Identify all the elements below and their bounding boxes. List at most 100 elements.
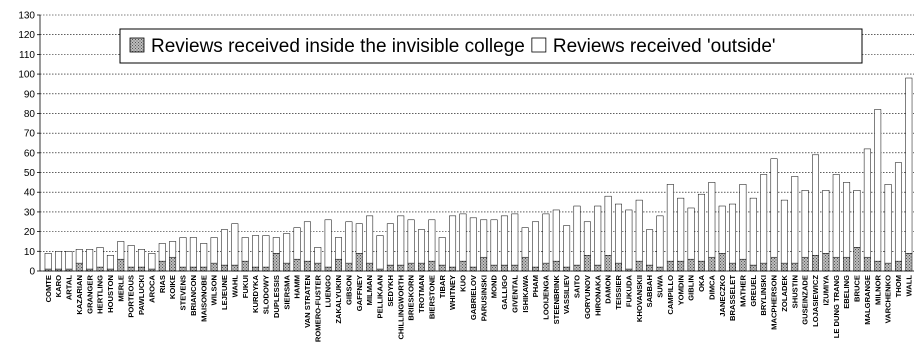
x-category-label: BRIANCON [189, 275, 198, 316]
x-category-label: MERLE [116, 275, 125, 302]
bar-outside [117, 241, 125, 260]
x-category-label: ISHIKAWA [521, 274, 530, 312]
x-category-label: WILSON [210, 275, 219, 305]
bar-inside [832, 256, 840, 272]
x-category-label: STEVENS [179, 275, 188, 310]
x-category-label: PORTEOUS [127, 275, 136, 318]
x-category-label: BRASSELET [728, 275, 737, 321]
bar-inside [729, 262, 737, 272]
bar-outside [490, 219, 498, 266]
bar-outside [843, 182, 851, 258]
x-category-label: MATHER [739, 274, 748, 306]
bar-outside [770, 158, 778, 258]
bar-inside [335, 258, 342, 272]
x-category-label: TEISSIER [614, 274, 623, 309]
bar-inside [843, 256, 851, 272]
bar-outside [635, 199, 643, 262]
bar-outside [563, 225, 571, 268]
bar-inside [739, 258, 747, 272]
bar-outside [739, 184, 747, 260]
bar-outside [646, 229, 654, 266]
y-tick-label: 40 [24, 188, 36, 199]
bar-inside [345, 262, 353, 272]
x-category-label: GIVENTAL [510, 275, 519, 313]
bar-inside [697, 260, 705, 272]
x-category-label: MAISONOBE [199, 275, 208, 322]
x-category-label: KUO [459, 275, 468, 292]
x-category-label: KOIKE [168, 275, 177, 299]
y-tick-label: 50 [24, 168, 36, 179]
bar-inside [500, 264, 508, 272]
bar-inside [552, 260, 560, 272]
bar-outside [552, 209, 560, 262]
x-category-label: DAMON [604, 275, 613, 304]
x-category-label: MALGRANGE [863, 275, 872, 325]
bar-outside [449, 215, 457, 268]
x-category-label: GORYUNOV [583, 274, 592, 319]
x-category-label: COMTE [44, 275, 53, 302]
y-tick-label: 130 [18, 11, 35, 22]
bar-outside [148, 253, 156, 270]
x-category-label: FUKUDA [624, 274, 633, 307]
x-category-label: ZAKALYUKIN [334, 275, 343, 324]
bar-inside [884, 262, 892, 272]
x-category-label: RIAS [158, 275, 167, 293]
bar-inside [863, 256, 871, 272]
bar-outside [542, 213, 550, 264]
x-category-label: LUENGO [324, 275, 333, 308]
x-category-label: SIERSMA [282, 274, 291, 309]
bar-inside [138, 266, 145, 272]
x-category-label: SEDYKH [386, 275, 395, 307]
legend: Reviews received inside the invisible co… [119, 28, 863, 64]
bar-inside [117, 258, 125, 272]
bar-inside [262, 266, 270, 272]
legend-swatch-outside [531, 37, 547, 53]
bar-outside [200, 243, 208, 268]
x-category-label: GIBLIN [687, 275, 696, 301]
bar-outside [894, 162, 902, 262]
legend-swatch-inside [129, 37, 145, 53]
x-category-label: MOND [490, 274, 499, 298]
bar-outside [438, 237, 446, 266]
y-tick-label: 110 [19, 50, 35, 61]
y-tick-label: 30 [24, 207, 36, 218]
bar-outside [179, 237, 187, 268]
x-category-label: SUWA [656, 274, 665, 297]
bar-outside [760, 174, 768, 264]
x-category-label: BRIESKORN [407, 275, 416, 321]
bar-outside [303, 221, 311, 262]
x-category-label: HOUSTON [106, 275, 115, 313]
bar-inside [241, 260, 249, 272]
x-category-label: LEJEUNE [220, 275, 229, 310]
y-tick-label: 70 [24, 129, 36, 140]
x-category-label: MILMAN [365, 275, 374, 305]
bar-outside [324, 219, 332, 268]
bar-outside [252, 235, 260, 268]
bars [44, 77, 913, 272]
bar-outside [791, 176, 799, 264]
bar-inside [511, 264, 519, 272]
x-category-label: GALLIGO [500, 275, 509, 310]
bar-inside [542, 262, 550, 272]
bar-outside [231, 223, 239, 266]
bar-outside [397, 215, 405, 266]
bar-inside [314, 262, 322, 272]
bar-outside [749, 197, 757, 266]
bar-inside [96, 266, 104, 272]
bar-outside [874, 109, 882, 262]
bar-outside [822, 190, 830, 254]
x-category-label: SABBAH [645, 275, 654, 308]
y-tick-label: 120 [18, 30, 35, 41]
bar-outside [314, 247, 322, 264]
bar-inside [635, 260, 643, 272]
bar-outside [604, 195, 612, 256]
x-category-label: PAWLUCKI [137, 275, 146, 315]
x-category-label: SLODOWY [262, 275, 271, 314]
x-category-label: ZOLADEK [780, 274, 789, 311]
x-category-label: LE DUNG TRANG [832, 275, 841, 338]
bar-outside [718, 205, 726, 254]
y-tick-label: 60 [24, 148, 36, 159]
legend-label-outside: Reviews received 'outside' [553, 36, 776, 57]
bar-outside [532, 221, 539, 268]
y-tick-label: 100 [18, 70, 35, 81]
